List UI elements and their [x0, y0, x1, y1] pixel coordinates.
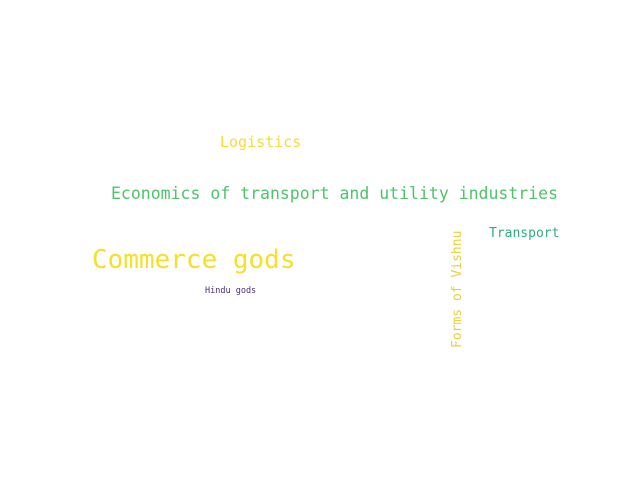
word-economics-of-transport: Economics of transport and utility indus… [111, 184, 559, 203]
word-commerce-gods: Commerce gods [92, 245, 296, 275]
word-logistics: Logistics [220, 133, 302, 151]
word-transport: Transport [489, 226, 560, 241]
word-hindu-gods: Hindu gods [205, 286, 257, 296]
word-forms-of-vishnu: Forms of Vishnu [450, 230, 465, 348]
